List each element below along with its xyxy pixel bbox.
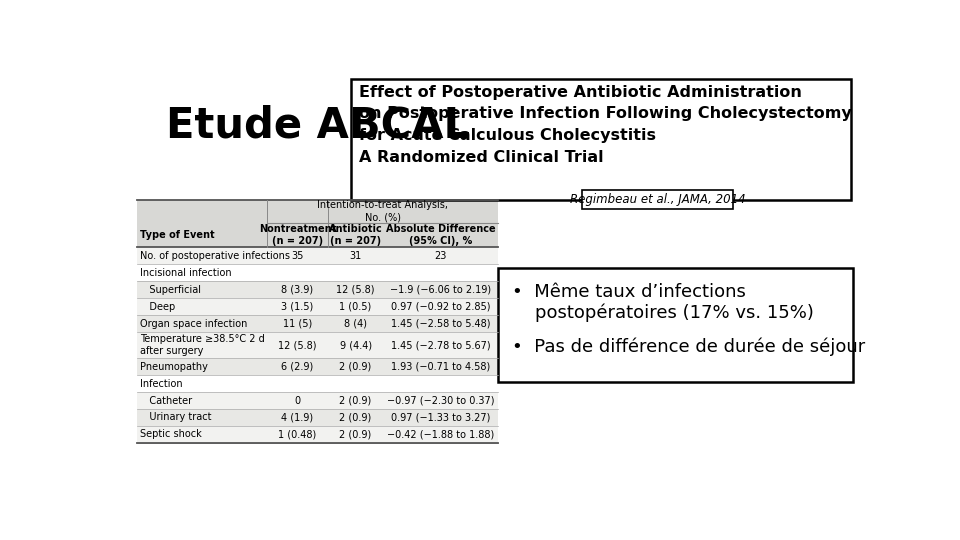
- Text: Urinary tract: Urinary tract: [140, 413, 211, 422]
- Text: •  Pas de différence de durée de séjour: • Pas de différence de durée de séjour: [512, 338, 865, 356]
- Text: Etude ABCAL: Etude ABCAL: [166, 105, 470, 147]
- Text: postopératoires (17% vs. 15%): postopératoires (17% vs. 15%): [512, 303, 814, 322]
- FancyBboxPatch shape: [137, 358, 498, 375]
- Text: 8 (4): 8 (4): [344, 319, 367, 328]
- FancyBboxPatch shape: [137, 392, 498, 409]
- FancyBboxPatch shape: [137, 375, 498, 392]
- Text: No. of postoperative infections: No. of postoperative infections: [140, 251, 290, 261]
- Text: Regimbeau et al., JAMA, 2014: Regimbeau et al., JAMA, 2014: [569, 193, 745, 206]
- Text: Temperature ≥38.5°C 2 d
after surgery: Temperature ≥38.5°C 2 d after surgery: [140, 334, 265, 356]
- Text: −0.97 (−2.30 to 0.37): −0.97 (−2.30 to 0.37): [387, 395, 494, 406]
- Text: −1.9 (−6.06 to 2.19): −1.9 (−6.06 to 2.19): [391, 285, 492, 295]
- FancyBboxPatch shape: [137, 409, 498, 426]
- Text: 2 (0.9): 2 (0.9): [340, 362, 372, 372]
- Text: Effect of Postoperative Antibiotic Administration
on Postoperative Infection Fol: Effect of Postoperative Antibiotic Admin…: [359, 85, 852, 165]
- FancyBboxPatch shape: [137, 200, 498, 222]
- Text: 4 (1.9): 4 (1.9): [281, 413, 314, 422]
- Text: 0.97 (−0.92 to 2.85): 0.97 (−0.92 to 2.85): [391, 301, 491, 312]
- Text: 6 (2.9): 6 (2.9): [281, 362, 314, 372]
- Text: 8 (3.9): 8 (3.9): [281, 285, 314, 295]
- Text: 35: 35: [291, 251, 303, 261]
- Text: 0: 0: [295, 395, 300, 406]
- Text: Antibiotic
(n = 207): Antibiotic (n = 207): [328, 224, 382, 246]
- Text: 2 (0.9): 2 (0.9): [340, 395, 372, 406]
- FancyBboxPatch shape: [137, 315, 498, 332]
- Text: 1.93 (−0.71 to 4.58): 1.93 (−0.71 to 4.58): [392, 362, 491, 372]
- Text: Superficial: Superficial: [140, 285, 202, 295]
- Text: Deep: Deep: [140, 301, 176, 312]
- FancyBboxPatch shape: [582, 190, 733, 209]
- FancyBboxPatch shape: [351, 79, 851, 200]
- Text: 31: 31: [349, 251, 362, 261]
- Text: −0.42 (−1.88 to 1.88): −0.42 (−1.88 to 1.88): [387, 429, 494, 440]
- Text: 1.45 (−2.58 to 5.48): 1.45 (−2.58 to 5.48): [391, 319, 491, 328]
- FancyBboxPatch shape: [137, 281, 498, 298]
- Text: 3 (1.5): 3 (1.5): [281, 301, 314, 312]
- Text: •  Même taux d’infections: • Même taux d’infections: [512, 284, 746, 301]
- Text: 2 (0.9): 2 (0.9): [340, 429, 372, 440]
- Text: 12 (5.8): 12 (5.8): [336, 285, 374, 295]
- FancyBboxPatch shape: [137, 332, 498, 358]
- Text: 2 (0.9): 2 (0.9): [340, 413, 372, 422]
- Text: 1.45 (−2.78 to 5.67): 1.45 (−2.78 to 5.67): [391, 340, 491, 350]
- Text: 0.97 (−1.33 to 3.27): 0.97 (−1.33 to 3.27): [391, 413, 491, 422]
- Text: Septic shock: Septic shock: [140, 429, 202, 440]
- Text: Type of Event: Type of Event: [140, 230, 215, 240]
- Text: 1 (0.48): 1 (0.48): [278, 429, 317, 440]
- Text: Absolute Difference
(95% CI), %: Absolute Difference (95% CI), %: [386, 224, 495, 246]
- FancyBboxPatch shape: [137, 264, 498, 281]
- Text: Catheter: Catheter: [140, 395, 192, 406]
- Text: Infection: Infection: [140, 379, 182, 389]
- Text: 12 (5.8): 12 (5.8): [278, 340, 317, 350]
- FancyBboxPatch shape: [137, 222, 498, 247]
- Text: Incisional infection: Incisional infection: [140, 268, 231, 278]
- FancyBboxPatch shape: [137, 298, 498, 315]
- Text: Intention-to-treat Analysis,
No. (%): Intention-to-treat Analysis, No. (%): [317, 200, 448, 222]
- Text: 1 (0.5): 1 (0.5): [340, 301, 372, 312]
- FancyBboxPatch shape: [498, 268, 853, 382]
- Text: 9 (4.4): 9 (4.4): [340, 340, 372, 350]
- Text: Organ space infection: Organ space infection: [140, 319, 248, 328]
- FancyBboxPatch shape: [137, 247, 498, 264]
- Text: Pneumopathy: Pneumopathy: [140, 362, 208, 372]
- Text: Nontreatment
(n = 207): Nontreatment (n = 207): [259, 224, 336, 246]
- FancyBboxPatch shape: [137, 426, 498, 443]
- Text: 11 (5): 11 (5): [283, 319, 312, 328]
- Text: 23: 23: [435, 251, 447, 261]
